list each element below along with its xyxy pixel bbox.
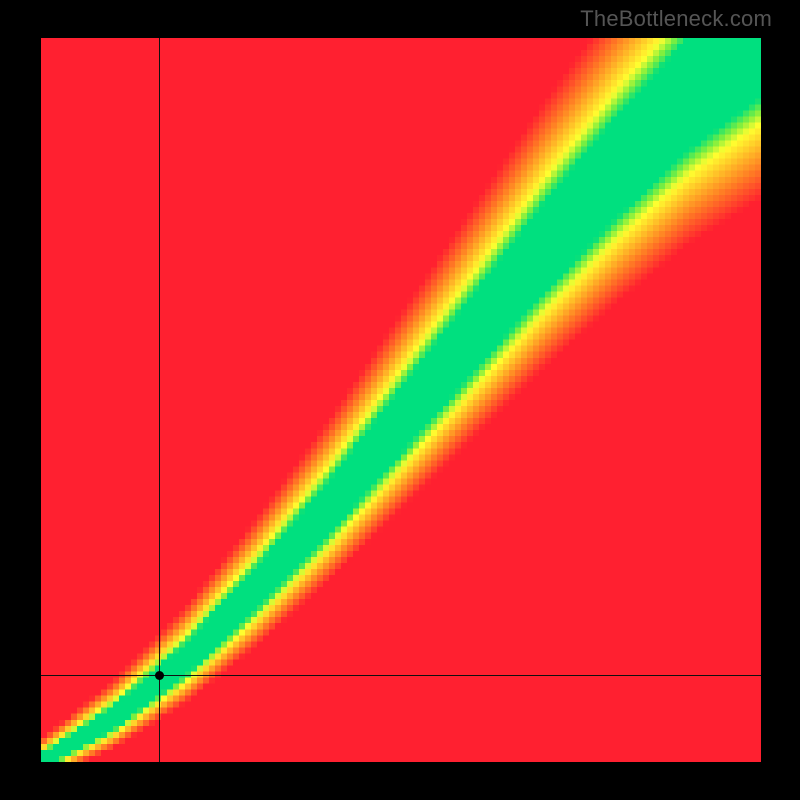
chart-container: TheBottleneck.com xyxy=(0,0,800,800)
crosshair-marker xyxy=(155,671,164,680)
crosshair-horizontal xyxy=(41,675,761,676)
watermark-text: TheBottleneck.com xyxy=(580,6,772,32)
crosshair-vertical xyxy=(159,38,160,762)
bottleneck-heatmap xyxy=(41,38,761,762)
